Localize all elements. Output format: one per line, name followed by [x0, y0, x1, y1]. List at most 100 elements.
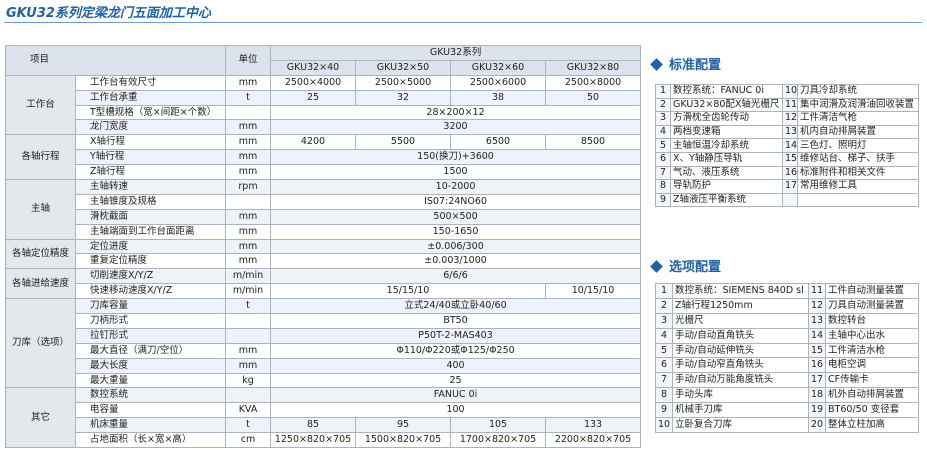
value-cell: 2500×5000 [355, 74, 452, 91]
config-text: 两档变速箱 [670, 124, 783, 140]
value-cell: 6/6/6 [270, 268, 642, 285]
item-cell: 电容量 [74, 402, 227, 419]
spec-row: 最大长度 mm 400 [6, 357, 642, 374]
item-cell: 刀库容量 [74, 298, 227, 315]
config-text: 标准附件和相关文件 [797, 165, 919, 181]
item-cell: 工作台有效尺寸 [74, 74, 227, 91]
config-row: 5 手动/自动延伸铣头 15 工件清洁水枪 [655, 342, 919, 359]
header-cell: GKU32系列 [270, 45, 642, 61]
item-cell: 占地面积（长×宽×高） [74, 432, 227, 449]
spec-row: 各轴定位精度 定位进度 mm ±0.006/300 [5, 238, 642, 270]
config-no: 9 [655, 192, 671, 208]
item-cell: Z轴行程 [74, 164, 227, 181]
model-cell: GKU32×60 [450, 59, 547, 76]
value-cell: 1500 [270, 164, 642, 181]
config-text: 立卧复合刀库 [672, 417, 809, 433]
spec-row: 各轴进给速度 切削速度X/Y/Z m/min 6/6/6 [5, 268, 642, 300]
title-rule [4, 22, 922, 23]
config-no: 13 [808, 312, 826, 329]
options-title: 选项配置 [669, 260, 722, 275]
config-no: 6 [655, 357, 673, 374]
config-text: Z轴行程1250mm [672, 297, 809, 314]
model-cell: GKU32×80 [545, 59, 642, 76]
spec-row: Y轴行程 mm 150(换刀)+3600 [6, 149, 642, 166]
config-row: 1 数控系统：SIEMENS 840D sl 11 工件自动测量装置 [655, 283, 919, 299]
model-cell: GKU32×40 [270, 59, 357, 76]
config-row: 2 Z轴行程1250mm 12 刀具自动测量装置 [655, 297, 919, 314]
page-title: GKU32系列定梁龙门五面加工中心 [6, 6, 211, 21]
config-text: 工件清洁水枪 [825, 342, 919, 359]
config-text: 维修站台、梯子、扶手 [797, 151, 919, 167]
value-cell: 500×500 [270, 208, 642, 225]
spec-row: 龙门宽度 mm 3200 [6, 119, 642, 136]
config-no: 17 [808, 372, 826, 389]
header-row: 项目 单位 GKU32系列 [4, 45, 642, 76]
value-cell: P50T-2-MAS403 [270, 327, 642, 344]
item-cell: 主轴端面到工作台面距离 [74, 223, 227, 240]
config-text: GKU32×80配X轴光栅尺 [670, 97, 783, 113]
config-text: 数控转台 [825, 312, 919, 329]
value-cell: 15/15/10 [270, 283, 547, 300]
model-cell: GKU32×50 [355, 59, 452, 76]
config-text: X、Y轴静压导轨 [670, 151, 783, 167]
item-cell: X轴行程 [74, 134, 227, 151]
config-no: 12 [808, 297, 826, 314]
spec-row: 各轴行程 X轴行程 mm 4200 5500 6500 8500 [5, 134, 642, 181]
config-row: 1 数控系统：FANUC 0i 10 刀具冷却系统 [655, 84, 919, 99]
config-no: 19 [808, 402, 826, 419]
unit-cell: m/min [225, 283, 272, 300]
item-cell: 拉钉形式 [74, 327, 227, 344]
config-no: 10 [655, 417, 673, 433]
config-text: 手动/自动延伸铣头 [672, 342, 809, 359]
item-cell: 工作台承重 [74, 89, 227, 106]
header-cell: 项目 [4, 45, 227, 76]
config-text: 机械手刀库 [672, 402, 809, 419]
value-cell: 6500 [450, 134, 547, 151]
value-cell: 25 [270, 372, 642, 389]
unit-cell [225, 313, 272, 329]
config-no: 11 [808, 283, 826, 299]
config-no: 15 [782, 151, 798, 167]
config-text: 机外自动排屑装置 [825, 387, 919, 404]
config-row: 4 两档变速箱 13 机内自动排屑装置 [655, 124, 919, 140]
spec-row: 其它 数控系统 FANUC 0i [5, 387, 642, 449]
unit-cell: mm [225, 208, 272, 225]
value-cell: FANUC 0i [270, 387, 642, 404]
config-text: 工件清洁气枪 [797, 111, 919, 126]
spec-row: 快速移动速度X/Y/Z m/min 15/15/10 10/15/10 [6, 283, 642, 300]
value-cell: 150-1650 [270, 223, 642, 240]
config-row: 3 方滑枕全齿轮传动 12 工件清洁气枪 [655, 111, 919, 126]
config-no: 1 [655, 283, 673, 299]
spec-row: 主轴端面到工作台面距离 mm 150-1650 [6, 223, 642, 240]
item-cell: Y轴行程 [74, 149, 227, 166]
config-text: 数控系统：FANUC 0i [670, 84, 783, 99]
spec-row: 最大重量 kg 25 [6, 372, 642, 389]
config-no: 14 [782, 138, 798, 153]
config-no: 16 [782, 165, 798, 181]
value-cell: 32 [355, 89, 452, 106]
config-text: 刀具自动测量装置 [825, 297, 919, 314]
config-no: 16 [808, 357, 826, 374]
config-row: 6 手动/自动窄直角铣头 16 电柜空调 [655, 357, 919, 374]
config-no: 3 [655, 111, 671, 126]
config-text: 数控系统：SIEMENS 840D sl [672, 283, 809, 299]
group-cell: 各轴行程 [5, 134, 76, 181]
value-cell: 150(换刀)+3600 [270, 149, 642, 166]
config-text [797, 192, 919, 208]
value-cell: 1500×820×705 [355, 432, 452, 449]
config-no: 2 [655, 297, 673, 314]
value-cell: 85 [270, 417, 357, 434]
config-text: 手动/自动直角铣头 [672, 327, 809, 344]
value-cell: ±0.003/1000 [270, 253, 642, 270]
config-no: 10 [782, 84, 798, 99]
config-row: 9 机械手刀库 19 BT60/50 变径套 [655, 402, 919, 419]
item-cell: 刀柄形式 [74, 313, 227, 329]
config-no: 18 [808, 387, 826, 404]
value-cell: 8500 [545, 134, 642, 151]
value-cell: IS07:24NO60 [270, 193, 642, 210]
config-no: 15 [808, 342, 826, 359]
value-cell: ±0.006/300 [270, 238, 642, 255]
config-row: 8 手动头库 18 机外自动排屑装置 [655, 387, 919, 404]
value-cell: 105 [450, 417, 547, 434]
config-text: 机内自动排屑装置 [797, 124, 919, 140]
